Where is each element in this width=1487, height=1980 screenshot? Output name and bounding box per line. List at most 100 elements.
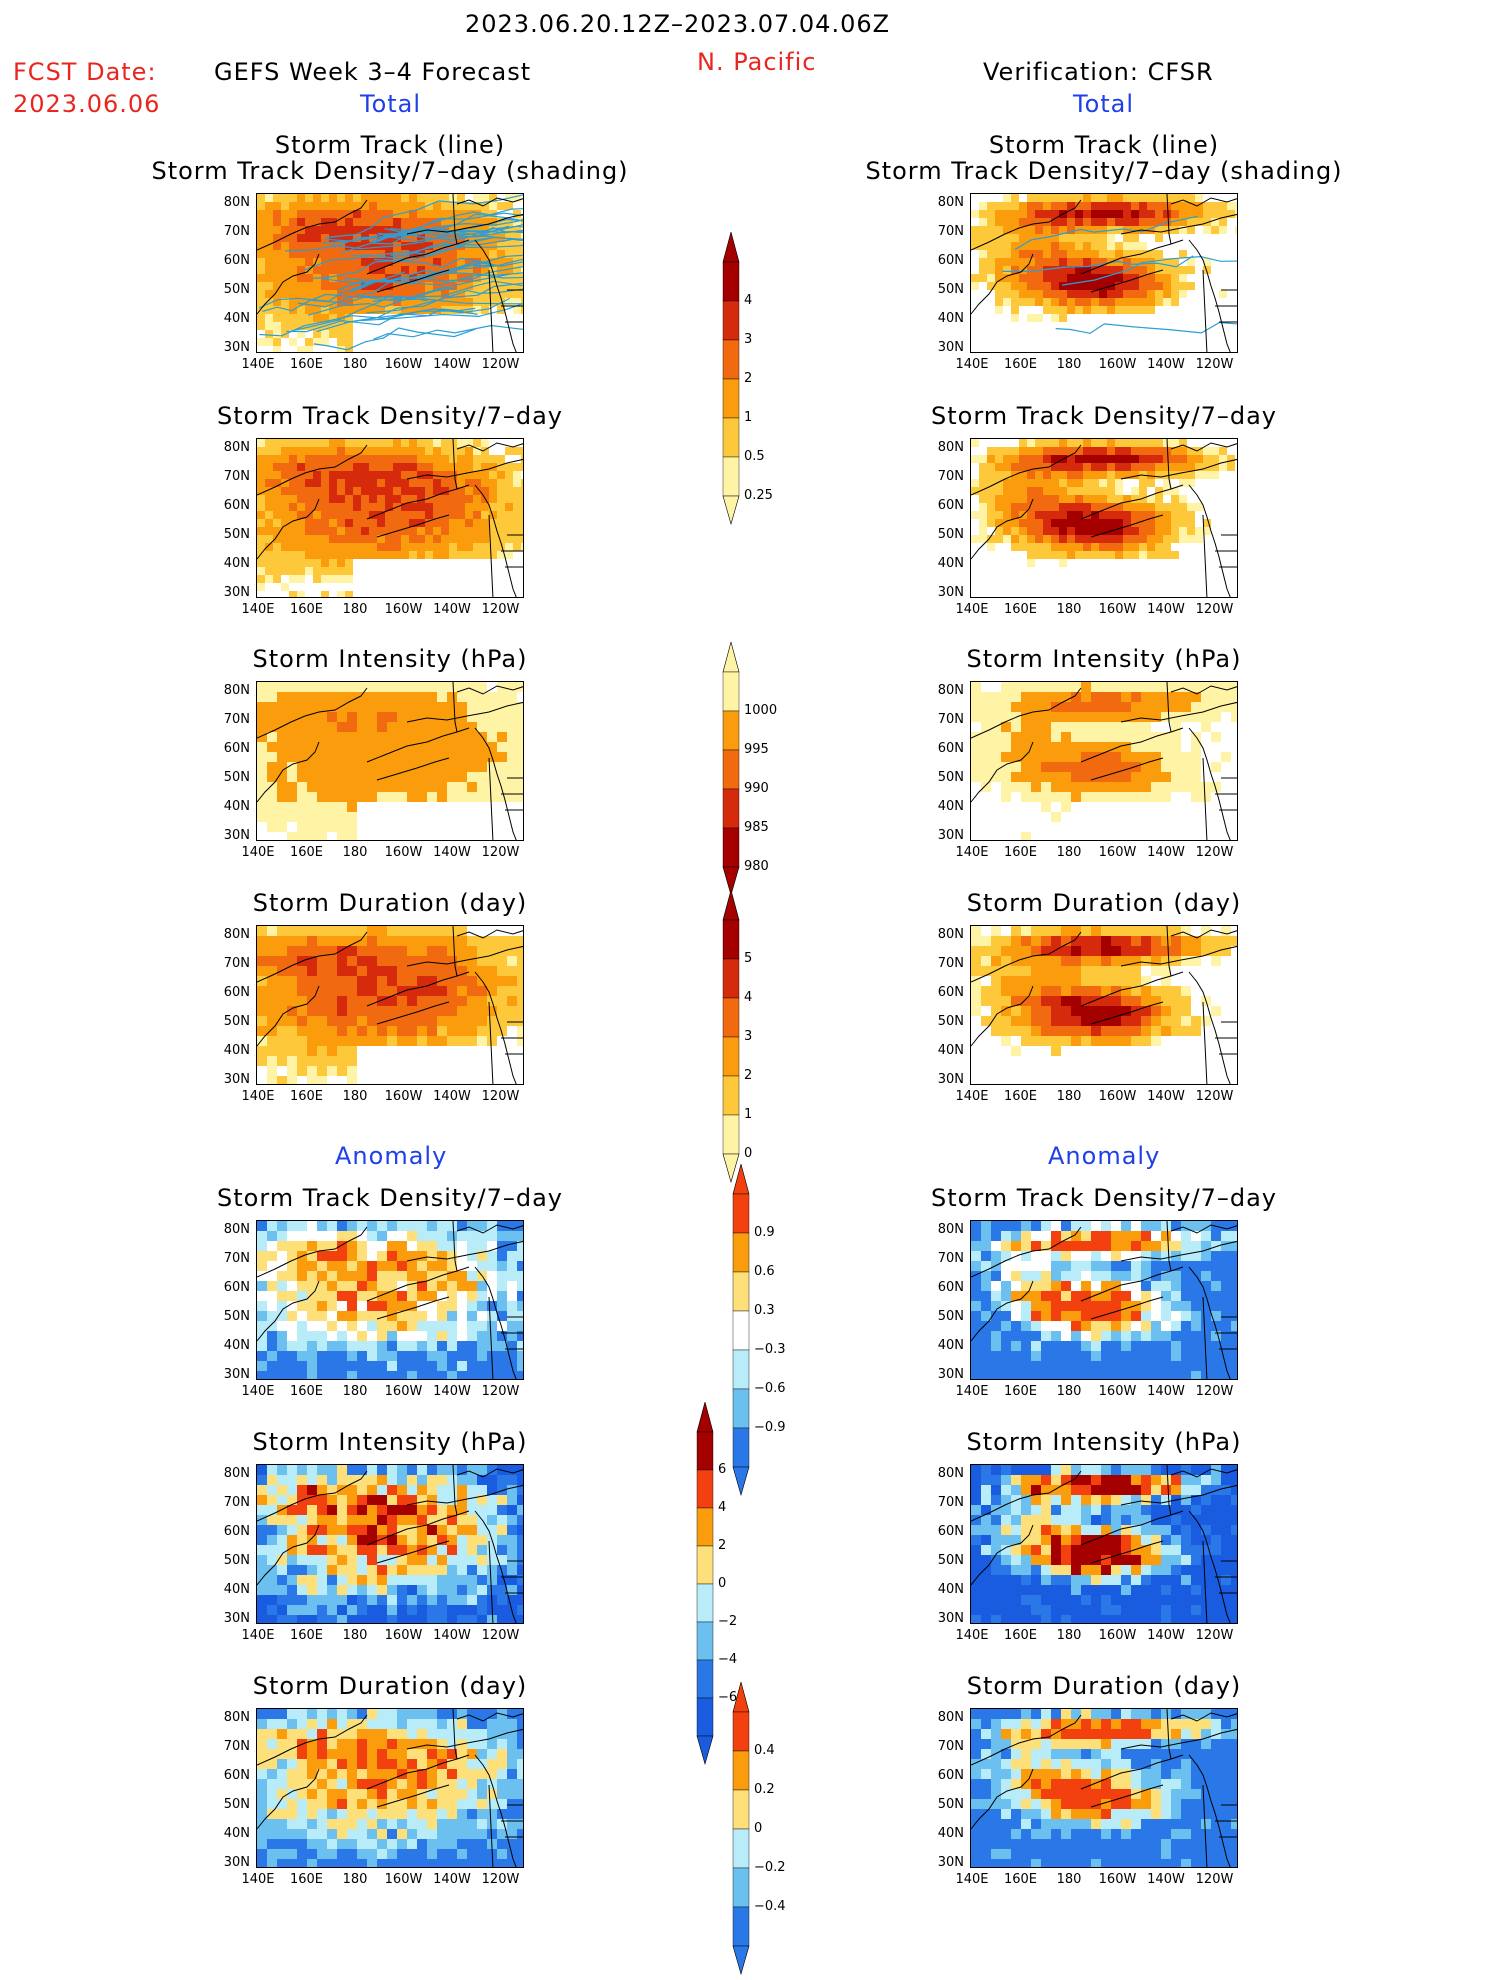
heatmap-cell xyxy=(1151,1221,1161,1231)
heatmap-cell xyxy=(1187,282,1195,290)
heatmap-cell xyxy=(369,218,377,226)
heatmap-cell xyxy=(981,732,991,742)
heatmap-cell xyxy=(417,722,427,732)
heatmap-cell xyxy=(1027,234,1035,242)
y-tick-label: 40N xyxy=(216,1826,250,1841)
x-tick-label: 140W xyxy=(433,845,471,860)
heatmap-cell xyxy=(407,1515,417,1525)
heatmap-cell xyxy=(297,527,305,535)
heatmap-cell xyxy=(971,1221,981,1231)
heatmap-cell xyxy=(1041,782,1051,792)
heatmap-cell xyxy=(347,976,357,986)
heatmap-cell xyxy=(317,1351,327,1361)
heatmap-cell xyxy=(467,1799,477,1809)
heatmap-cell xyxy=(397,1261,407,1271)
heatmap-cell xyxy=(1051,682,1061,692)
heatmap-cell xyxy=(337,1515,347,1525)
heatmap-cell xyxy=(265,471,273,479)
heatmap-cell xyxy=(1091,495,1099,503)
heatmap-cell xyxy=(387,1475,397,1485)
heatmap-cell xyxy=(277,1545,287,1555)
y-tick-label: 30N xyxy=(930,1072,964,1087)
heatmap-cell xyxy=(497,722,507,732)
heatmap-cell xyxy=(1161,1281,1171,1291)
heatmap-cell xyxy=(1021,1231,1031,1241)
heatmap-cell xyxy=(347,1729,357,1739)
heatmap-cell xyxy=(1041,792,1051,802)
heatmap-cell xyxy=(321,559,329,567)
heatmap-cell xyxy=(317,1585,327,1595)
heatmap-cell xyxy=(273,226,281,234)
heatmap-cell xyxy=(1027,274,1035,282)
heatmap-cell xyxy=(369,202,377,210)
heatmap-cell xyxy=(329,439,337,447)
heatmap-cell xyxy=(1027,202,1035,210)
heatmap-cell xyxy=(327,1371,337,1380)
heatmap-cell xyxy=(457,702,467,712)
heatmap-cell xyxy=(987,226,995,234)
heatmap-cell xyxy=(1151,772,1161,782)
heatmap-cell xyxy=(437,1565,447,1575)
heatmap-cell xyxy=(307,1026,317,1036)
heatmap-cell xyxy=(457,1361,467,1371)
heatmap-cell xyxy=(1011,455,1019,463)
heatmap-cell xyxy=(417,1475,427,1485)
heatmap-cell xyxy=(467,1575,477,1585)
heatmap-cell xyxy=(281,266,289,274)
heatmap-cell xyxy=(417,772,427,782)
heatmap-cell xyxy=(257,1585,267,1595)
y-tick-label: 80N xyxy=(930,927,964,942)
heatmap-cell xyxy=(417,511,425,519)
heatmap-cell xyxy=(257,1311,267,1321)
heatmap-cell xyxy=(477,1341,487,1351)
heatmap-cell xyxy=(1231,1311,1238,1321)
heatmap-cell xyxy=(1179,282,1187,290)
y-tick-label: 40N xyxy=(930,311,964,326)
heatmap-cell xyxy=(347,1615,357,1624)
heatmap-cell xyxy=(1151,1231,1161,1241)
heatmap-cell xyxy=(1181,762,1191,772)
heatmap-cell xyxy=(981,702,991,712)
heatmap-cell xyxy=(1139,463,1147,471)
heatmap-cell xyxy=(377,1231,387,1241)
heatmap-cell xyxy=(447,1739,457,1749)
heatmap-cell xyxy=(1187,527,1195,535)
heatmap-cell xyxy=(1141,996,1151,1006)
heatmap-cell xyxy=(971,682,981,692)
heatmap-cell xyxy=(427,1739,437,1749)
heatmap-cell xyxy=(1019,535,1027,543)
heatmap-cell xyxy=(347,1819,357,1829)
heatmap-cell xyxy=(1211,712,1221,722)
heatmap-cell xyxy=(287,1799,297,1809)
heatmap-cell xyxy=(289,463,297,471)
heatmap-cell xyxy=(397,1779,407,1789)
heatmap-cell xyxy=(257,1231,267,1241)
heatmap-cell xyxy=(367,762,377,772)
heatmap-cell xyxy=(1099,447,1107,455)
heatmap-cell xyxy=(1191,1261,1201,1271)
heatmap-cell xyxy=(297,551,305,559)
heatmap-cell xyxy=(1031,1271,1041,1281)
heatmap-cell xyxy=(1115,535,1123,543)
heatmap-cell xyxy=(1075,274,1083,282)
heatmap-cell xyxy=(1011,732,1021,742)
heatmap-cell xyxy=(417,1849,427,1859)
heatmap-cell xyxy=(1099,495,1107,503)
heatmap-cell xyxy=(467,722,477,732)
heatmap-cell xyxy=(1201,792,1211,802)
heatmap-cell xyxy=(1155,210,1163,218)
heatmap-cell xyxy=(467,1026,477,1036)
heatmap-cell xyxy=(307,682,317,692)
heatmap-cell xyxy=(981,1271,991,1281)
heatmap-cell xyxy=(1161,956,1171,966)
heatmap-cell xyxy=(1071,772,1081,782)
heatmap-cell xyxy=(497,1351,507,1361)
heatmap-cell xyxy=(427,1719,437,1729)
heatmap-cell xyxy=(1011,1271,1021,1281)
heatmap-cell xyxy=(287,986,297,996)
heatmap-cell xyxy=(277,1321,287,1331)
heatmap-cell xyxy=(1099,226,1107,234)
heatmap-cell xyxy=(1051,1026,1061,1036)
heatmap-cell xyxy=(327,1515,337,1525)
heatmap-cell xyxy=(397,1849,407,1859)
